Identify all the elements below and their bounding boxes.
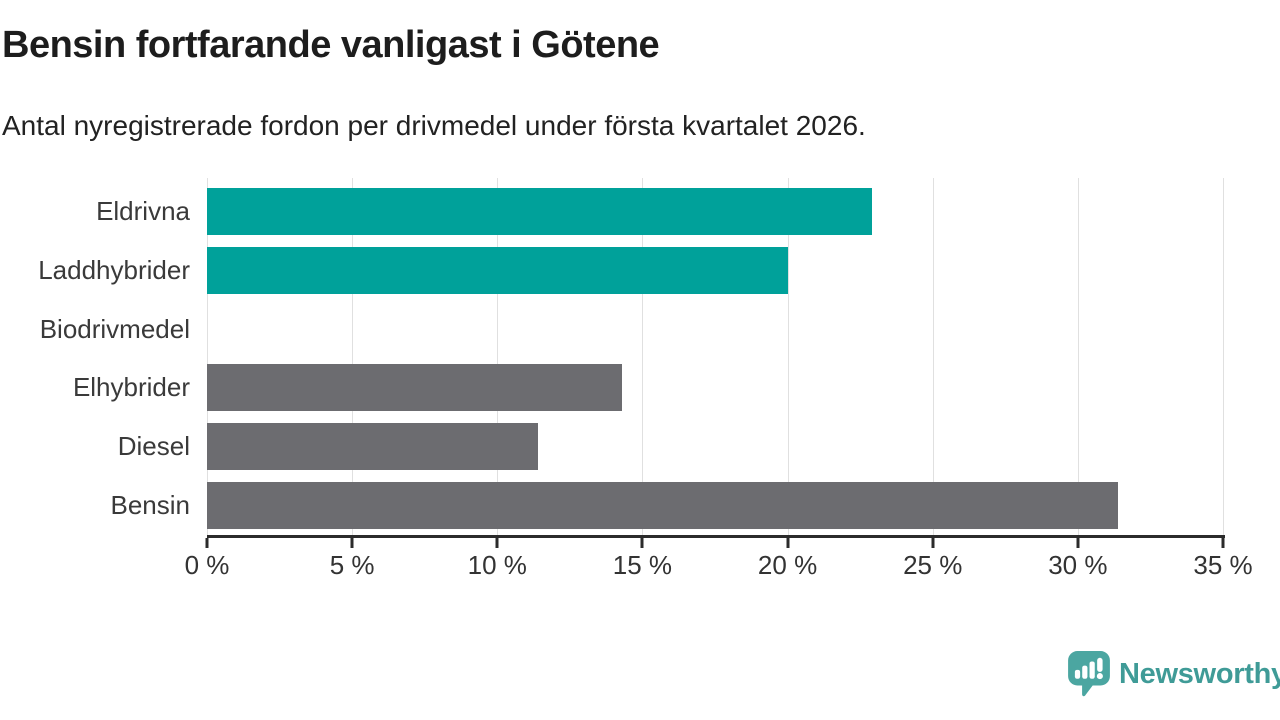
axis-tick (495, 538, 499, 548)
newsworthy-logo-icon (1068, 651, 1110, 697)
category-label: Elhybrider (72, 372, 190, 403)
axis-tick-label: 15 % (612, 550, 673, 580)
gridline (787, 178, 789, 536)
newsworthy-logo: Newsworthy (1068, 651, 1280, 697)
gridline (207, 178, 208, 536)
chart-subtitle: Antal nyregistrerade fordon per drivmede… (2, 110, 866, 141)
axis-tick-label: 35 % (1193, 550, 1253, 580)
axis-tick (1076, 538, 1080, 548)
bar-diesel (207, 423, 538, 471)
axis-tick-label: 20 % (757, 550, 818, 580)
axis-tick-label: 0 % (184, 550, 230, 580)
bar-eldrivna (207, 188, 872, 235)
chart-title: Bensin fortfarande vanligast i Götene (2, 24, 660, 66)
gridline (1077, 178, 1079, 536)
axis-tick (205, 538, 209, 548)
axis-tick-label: 10 % (467, 550, 527, 580)
category-label: Bensin (110, 490, 191, 520)
x-axis-line (207, 535, 1225, 538)
gridline (497, 178, 499, 536)
bar-bensin (207, 482, 1119, 529)
bar-elhybrider (207, 364, 623, 412)
category-label: Laddhybrider (38, 254, 190, 285)
plot-area: Eldrivna Laddhybrider Biodrivmedel Elhybrid… (38, 178, 1224, 536)
gridline (352, 178, 354, 536)
axis-tick (786, 538, 790, 548)
gridline (642, 178, 644, 536)
newsworthy-logo-text: Newsworthy (1119, 657, 1280, 690)
axis-tick (350, 538, 354, 548)
axis-tick (640, 538, 644, 548)
bar-laddhybrider (207, 246, 788, 294)
axis-tick (1221, 538, 1225, 548)
axis-tick-label: 25 % (903, 550, 963, 580)
category-label: Biodrivmedel (39, 313, 190, 344)
gridline (1223, 178, 1224, 536)
category-label: Eldrivna (96, 196, 190, 226)
category-label: Diesel (117, 431, 190, 462)
axis-tick-label: 5 % (329, 550, 375, 580)
gridline (932, 178, 934, 536)
bar-chart: Eldrivna Laddhybrider Biodrivmedel Elhybrid… (0, 178, 1280, 588)
axis-tick-label: 30 % (1048, 550, 1108, 580)
axis-tick (931, 538, 935, 548)
